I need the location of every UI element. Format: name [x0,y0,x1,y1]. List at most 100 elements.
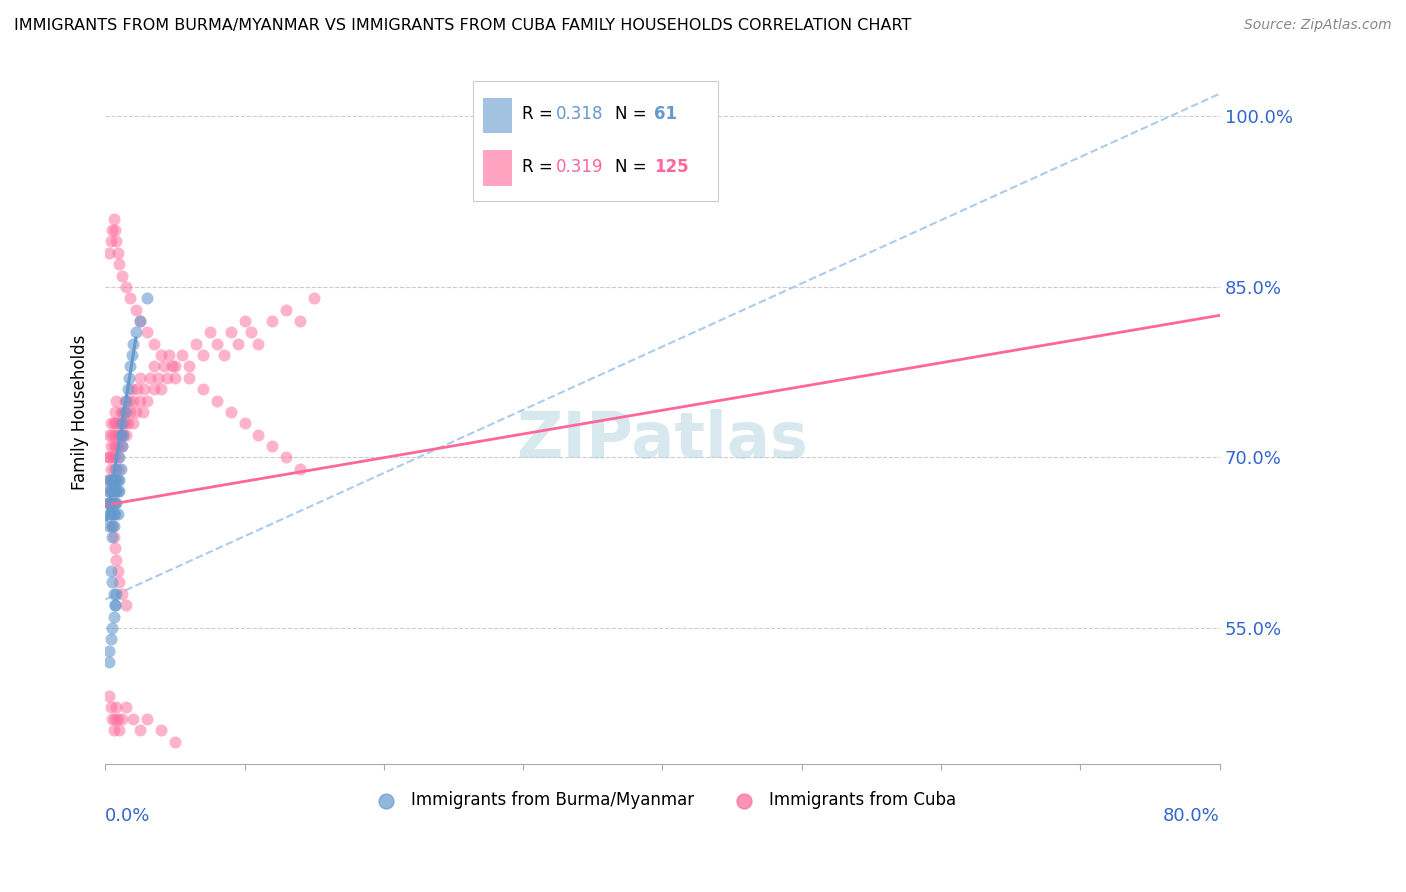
Point [191,348,214,362]
Point [121,348,143,362]
Point [191,382,214,396]
Point [143,382,166,396]
Point [98,496,121,510]
Point [107,507,129,521]
Point [247,427,270,442]
Point [104,484,127,499]
Point [101,621,124,635]
Point [107,484,129,499]
Point [163,734,186,748]
Point [205,393,228,408]
Point [107,564,129,578]
Point [149,382,172,396]
Point [103,462,125,476]
Point [103,507,125,521]
Point [100,473,122,487]
Point [105,700,128,714]
Point [115,700,138,714]
Point [103,473,125,487]
Point [110,427,132,442]
Point [118,393,141,408]
Point [104,427,127,442]
Point [160,359,183,374]
Point [157,348,180,362]
Point [100,484,122,499]
Point [219,326,242,340]
Point [233,417,256,431]
Point [118,371,141,385]
Point [290,462,312,476]
Point [97,473,120,487]
Point [143,359,166,374]
Point [101,484,124,499]
Point [98,643,121,657]
Point [136,712,159,726]
Point [177,371,200,385]
Text: 0.0%: 0.0% [105,806,150,824]
Point [105,462,128,476]
Point [101,712,124,726]
Point [110,427,132,442]
Point [111,439,134,453]
Point [103,496,125,510]
Point [103,609,125,624]
Point [122,336,145,351]
Point [163,371,186,385]
Point [105,393,128,408]
Point [163,359,186,374]
Point [104,598,127,612]
Point [111,439,134,453]
Point [125,302,148,317]
Point [98,427,121,442]
Point [104,507,127,521]
Point [98,484,121,499]
Point [115,427,138,442]
Point [107,712,129,726]
Point [97,496,120,510]
Point [105,417,128,431]
Point [101,223,124,237]
Point [129,371,152,385]
Point [104,541,127,556]
Point [110,405,132,419]
Point [100,507,122,521]
Point [117,417,139,431]
Point [226,336,249,351]
Point [101,530,124,544]
Point [146,371,169,385]
Point [108,473,131,487]
Point [139,371,162,385]
Point [276,450,298,465]
Text: 80.0%: 80.0% [1163,806,1220,824]
Point [103,417,125,431]
Point [105,496,128,510]
Point [212,348,235,362]
Point [132,405,155,419]
Point [127,382,149,396]
Point [108,484,131,499]
Point [136,291,159,305]
Point [100,507,122,521]
Point [100,700,122,714]
Point [120,405,142,419]
Point [177,359,200,374]
Point [125,405,148,419]
Point [136,393,159,408]
Point [205,336,228,351]
Point [98,518,121,533]
Point [97,450,120,465]
Point [100,632,122,647]
Point [136,326,159,340]
Point [101,450,124,465]
Point [170,348,193,362]
Point [100,417,122,431]
Point [108,439,131,453]
Point [101,518,124,533]
Point [105,484,128,499]
Point [149,348,172,362]
Point [98,473,121,487]
Point [107,450,129,465]
Point [219,405,242,419]
Point [122,712,145,726]
Point [104,223,127,237]
